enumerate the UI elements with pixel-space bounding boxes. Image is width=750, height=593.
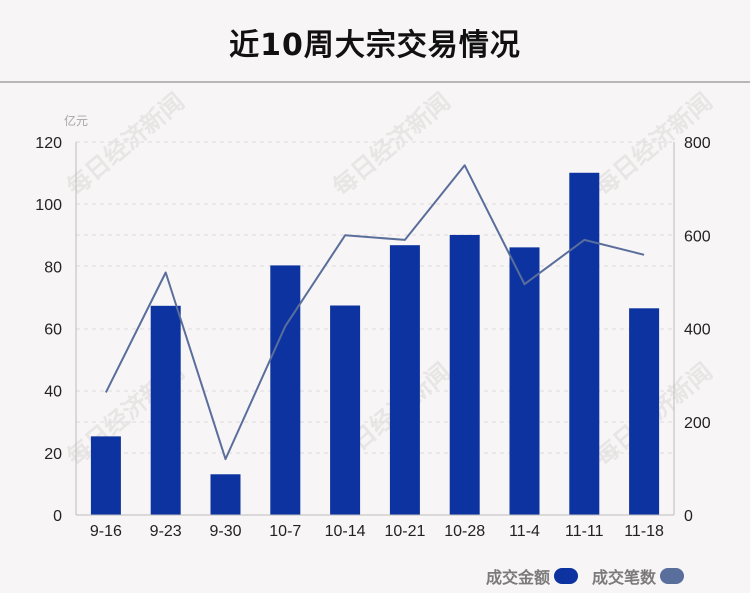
bar-11-11 xyxy=(569,172,600,515)
bar-10-14 xyxy=(330,305,361,515)
legend-count-swatch xyxy=(660,568,684,584)
bar-11-18 xyxy=(629,308,660,515)
x-tick-label: 9-23 xyxy=(150,523,182,540)
count-line-path xyxy=(105,164,645,461)
x-tick-label: 9-30 xyxy=(209,523,241,540)
bar-10-7 xyxy=(270,265,301,515)
legend-amount-swatch xyxy=(553,568,578,584)
left-tick-label: 80 xyxy=(44,259,62,276)
x-tick-label: 11-18 xyxy=(624,523,664,540)
amount-bars xyxy=(90,172,660,516)
x-tick-label: 10-14 xyxy=(325,523,366,540)
left-tick-label: 120 xyxy=(35,135,62,152)
axes: 0 20 40 60 80 100 120 0 200 400 600 800 9-16 9-23 9-30… xyxy=(35,135,711,540)
left-tick-label: 40 xyxy=(44,384,62,401)
left-tick-label: 60 xyxy=(44,322,62,339)
bar-9-30 xyxy=(210,474,241,515)
legend: 成交金额 成交笔数 xyxy=(486,564,684,588)
left-axis-unit: 亿元 xyxy=(64,113,88,128)
bar-9-23 xyxy=(150,305,181,515)
x-tick-label: 9-16 xyxy=(90,523,122,540)
left-tick-label: 100 xyxy=(35,197,62,214)
left-tick-label: 20 xyxy=(44,446,62,463)
x-tick-label: 11-11 xyxy=(565,523,604,540)
legend-count-label: 成交笔数 xyxy=(591,568,656,587)
x-tick-label: 10-21 xyxy=(384,523,425,540)
chart-title: 近10周大宗交易情况 xyxy=(229,28,521,63)
count-line xyxy=(105,164,645,461)
bar-9-16 xyxy=(90,436,121,515)
title-divider xyxy=(0,81,750,83)
legend-item-amount: 成交金额 xyxy=(486,564,578,588)
legend-item-count: 成交笔数 xyxy=(592,564,684,588)
right-tick-label: 800 xyxy=(684,135,711,152)
right-tick-label: 600 xyxy=(684,228,711,245)
right-tick-label: 400 xyxy=(684,322,711,339)
left-tick-label: 0 xyxy=(53,508,62,525)
bar-10-21 xyxy=(389,245,420,516)
bar-11-4 xyxy=(509,247,540,515)
right-tick-label: 0 xyxy=(684,508,693,525)
bar-10-28 xyxy=(449,234,480,516)
x-tick-label: 10-7 xyxy=(269,523,301,540)
x-tick-label: 11-4 xyxy=(509,523,540,540)
right-tick-label: 200 xyxy=(684,415,711,432)
x-tick-label: 10-28 xyxy=(444,523,485,540)
legend-amount-label: 成交金额 xyxy=(485,568,550,587)
